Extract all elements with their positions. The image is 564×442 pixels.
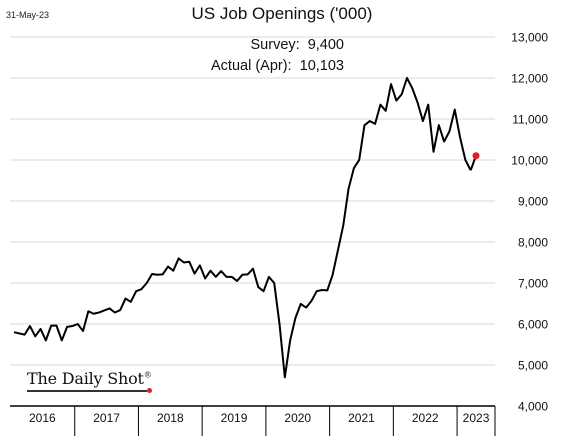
x-tick-label: 2021 bbox=[348, 411, 375, 425]
x-tick-label: 2018 bbox=[157, 411, 184, 425]
highlight-points bbox=[472, 152, 480, 160]
y-tick-label: 8,000 bbox=[518, 236, 548, 250]
brand-logo: The Daily Shot® bbox=[27, 369, 152, 388]
y-tick-label: 6,000 bbox=[518, 318, 548, 332]
x-axis: 2016 2017 2018 2019 2020 2021 2022 2023 bbox=[10, 405, 496, 436]
actual-annotation: Actual (Apr): 10,103 bbox=[211, 58, 344, 74]
survey-annotation: Survey: 9,400 bbox=[250, 37, 345, 53]
logo-underline bbox=[27, 390, 147, 392]
x-tick-label: 2020 bbox=[284, 411, 311, 425]
y-tick-label: 5,000 bbox=[518, 359, 548, 373]
series-line-0 bbox=[13, 77, 472, 379]
latest-value-point bbox=[472, 152, 480, 160]
y-tick-label: 4,000 bbox=[518, 400, 548, 414]
y-axis-ticks: 4,000 5,000 6,000 7,000 8,000 9,000 10,000 11,0… bbox=[511, 31, 548, 414]
logo-registered-mark: ® bbox=[143, 370, 152, 380]
y-tick-label: 7,000 bbox=[518, 277, 548, 291]
logo-text: The Daily Shot bbox=[27, 369, 144, 388]
y-tick-label: 11,000 bbox=[512, 113, 548, 127]
x-tick-label: 2016 bbox=[29, 411, 56, 425]
y-tick-label: 9,000 bbox=[518, 195, 548, 209]
y-tick-label: 12,000 bbox=[511, 72, 548, 86]
gridlines bbox=[10, 36, 495, 366]
date-stamp: 31-May-23 bbox=[6, 10, 50, 20]
x-tick-label: 2019 bbox=[221, 411, 248, 425]
x-tick-label: 2023 bbox=[463, 411, 490, 425]
series-lines bbox=[13, 77, 477, 379]
x-tick-label: 2017 bbox=[93, 411, 120, 425]
chart-title: US Job Openings ('000) bbox=[191, 4, 373, 23]
y-tick-label: 10,000 bbox=[511, 154, 548, 168]
logo-dot-icon bbox=[147, 388, 152, 393]
y-tick-label: 13,000 bbox=[511, 31, 548, 45]
x-tick-label: 2022 bbox=[412, 411, 439, 425]
